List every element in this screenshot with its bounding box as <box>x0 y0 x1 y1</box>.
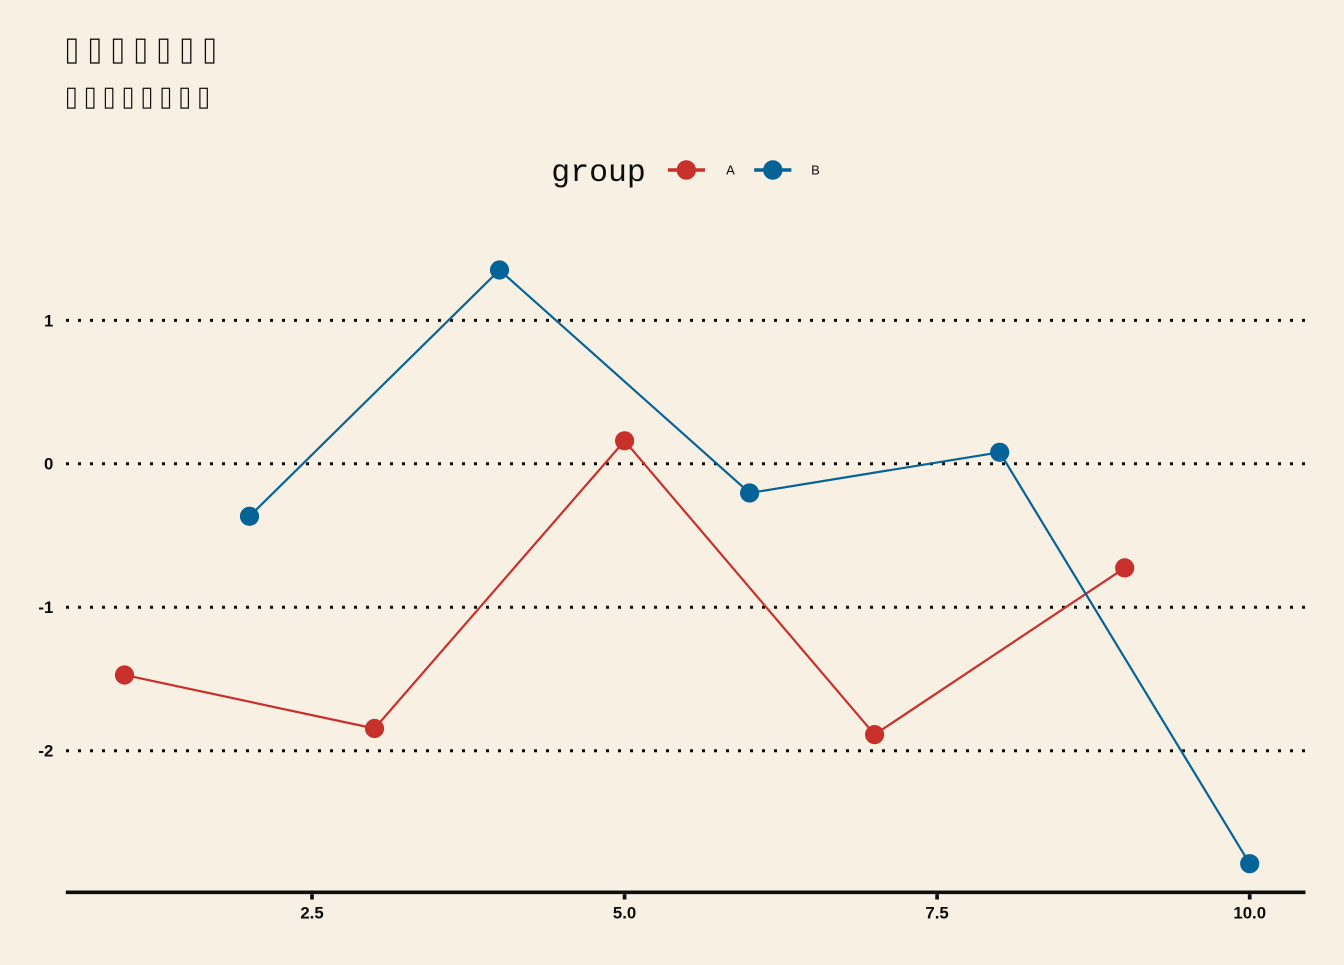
svg-text:7.5: 7.5 <box>925 904 948 923</box>
svg-text:2.5: 2.5 <box>300 904 323 923</box>
svg-text:A: A <box>726 163 735 178</box>
svg-text:5.0: 5.0 <box>613 904 636 923</box>
svg-text:-2: -2 <box>38 742 53 761</box>
svg-text:group: group <box>551 156 646 191</box>
svg-text:-1: -1 <box>38 598 53 617</box>
svg-text:B: B <box>811 163 820 178</box>
svg-text:10.0: 10.0 <box>1233 904 1266 923</box>
svg-text:0: 0 <box>44 455 53 474</box>
svg-text:1: 1 <box>44 311 53 330</box>
